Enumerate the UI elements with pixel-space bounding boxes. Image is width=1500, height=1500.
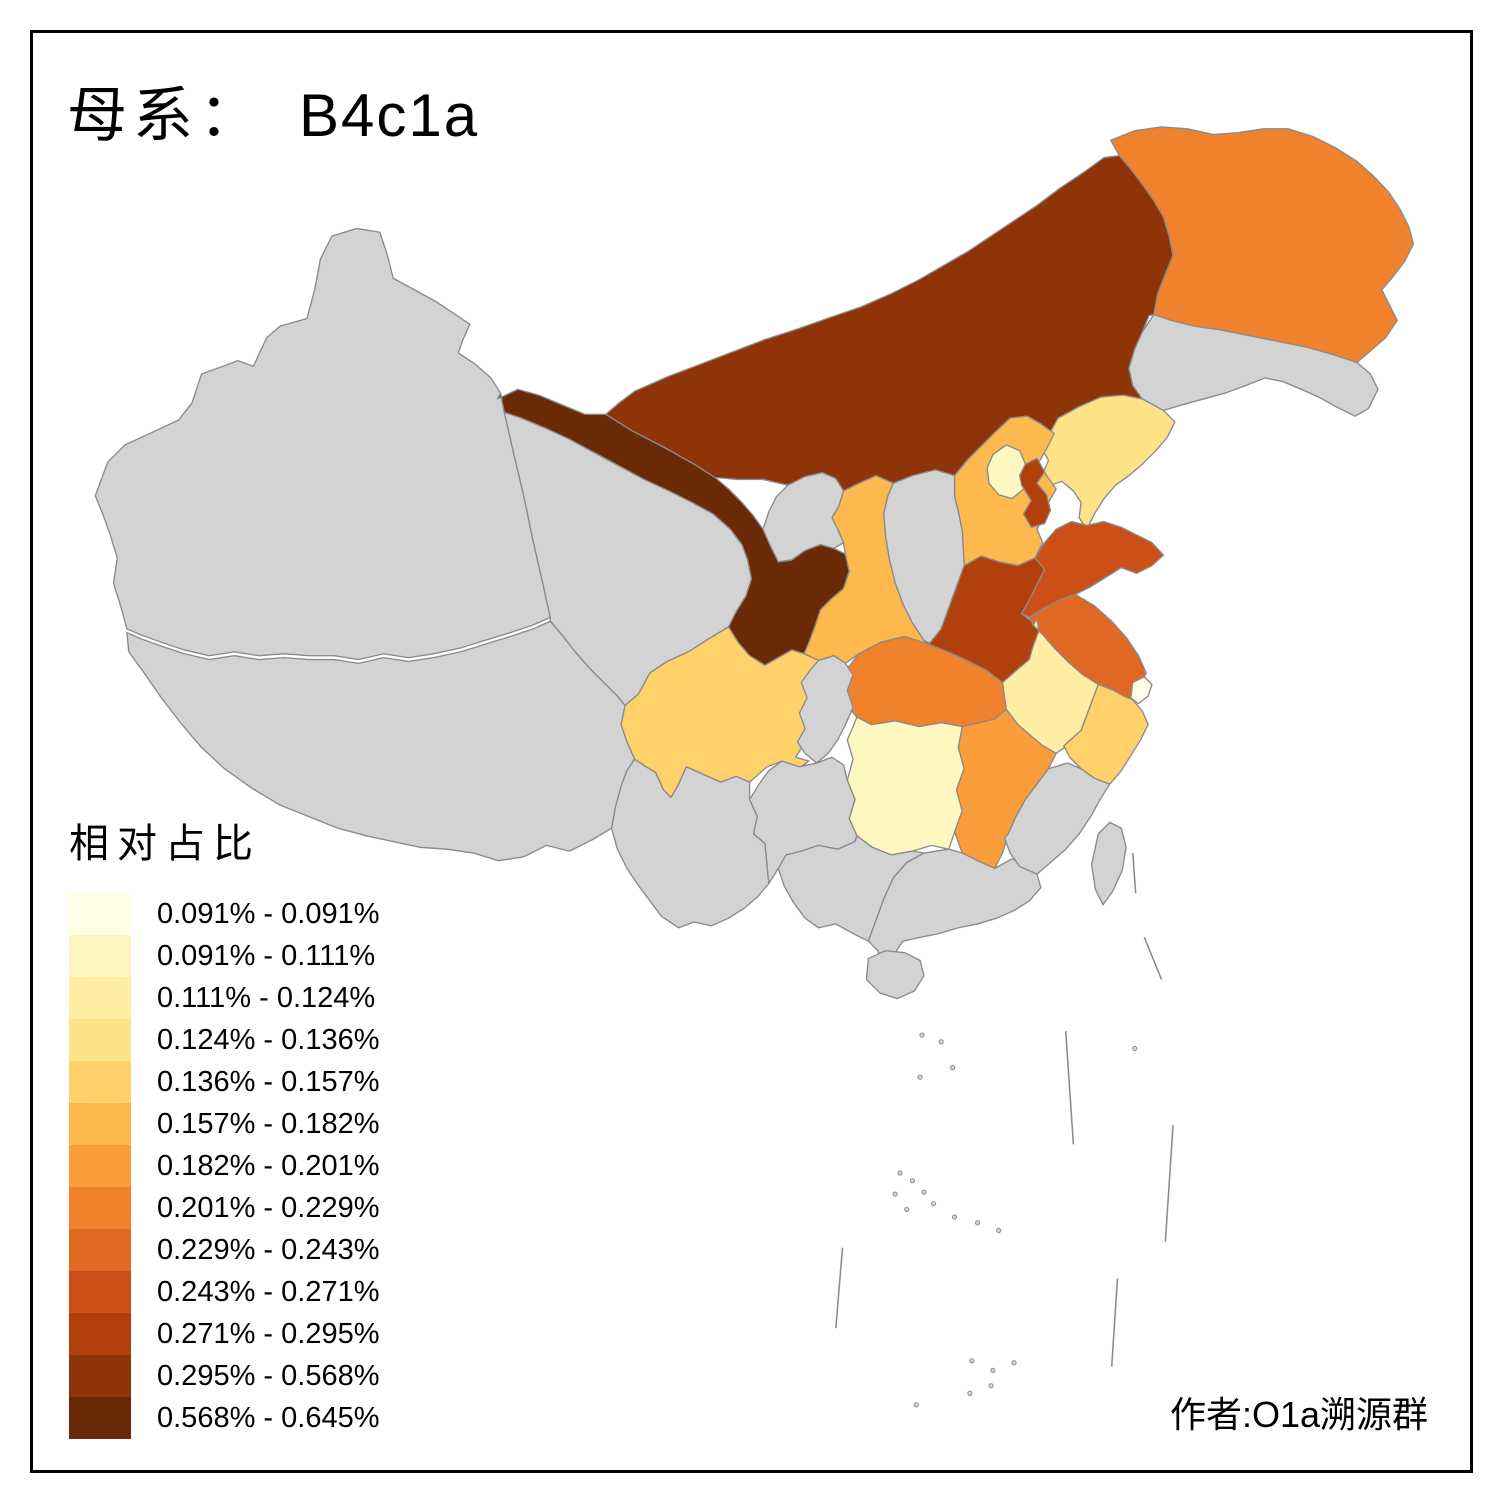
province-tianjin (1019, 457, 1052, 528)
legend-swatch-6 (69, 1145, 131, 1187)
south-china-sea-islet (909, 1178, 916, 1184)
province-zhejiang (1063, 683, 1149, 785)
south-china-sea-islet (1132, 852, 1137, 894)
south-china-sea-islet (913, 1402, 919, 1408)
south-china-sea-islet (1110, 1278, 1119, 1367)
south-china-sea-islet (1164, 1125, 1174, 1243)
legend-row: 0.111% - 0.124% (69, 977, 379, 1019)
south-china-sea-islet (892, 1191, 898, 1197)
title-label: 母系： (67, 82, 265, 149)
legend-swatch-0 (69, 893, 131, 935)
legend-row: 0.243% - 0.271% (69, 1271, 379, 1313)
legend-row: 0.271% - 0.295% (69, 1313, 379, 1355)
legend-row: 0.091% - 0.111% (69, 935, 379, 977)
legend-swatch-8 (69, 1229, 131, 1271)
legend-row: 0.091% - 0.091% (69, 893, 379, 935)
province-taiwan (1090, 821, 1127, 906)
legend-row: 0.295% - 0.568% (69, 1355, 379, 1397)
province-shanghai (1130, 676, 1153, 705)
south-china-sea-islet (969, 1358, 975, 1364)
legend-label: 0.182% - 0.201% (157, 1149, 380, 1182)
legend-label: 0.229% - 0.243% (157, 1233, 380, 1266)
province-jilin (1128, 313, 1379, 417)
legend-label: 0.091% - 0.091% (157, 897, 380, 930)
south-china-sea-islet (938, 1039, 944, 1045)
legend-label: 0.243% - 0.271% (157, 1275, 380, 1308)
legend-swatch-5 (69, 1103, 131, 1145)
title-value: B4c1a (299, 82, 480, 149)
province-yunnan (610, 758, 770, 929)
legend-row: 0.568% - 0.645% (69, 1397, 379, 1439)
legend-row: 0.182% - 0.201% (69, 1145, 379, 1187)
legend-row: 0.229% - 0.243% (69, 1229, 379, 1271)
south-china-sea-islet (919, 1032, 925, 1038)
legend-swatch-12 (69, 1397, 131, 1439)
plot-title: 母系： B4c1a (67, 67, 479, 154)
south-china-sea-islet (1064, 1031, 1075, 1145)
province-hunan (846, 716, 965, 856)
province-shandong (1020, 520, 1165, 619)
south-china-sea-islet (835, 1247, 844, 1329)
legend-swatch-7 (69, 1187, 131, 1229)
legend-label: 0.568% - 0.645% (157, 1401, 380, 1434)
china-choropleth-map (94, 126, 1415, 1408)
province-fujian (1003, 762, 1111, 875)
province-chongqing (796, 655, 854, 764)
south-china-sea-islet (921, 1189, 927, 1195)
south-china-sea-islet (952, 1214, 958, 1220)
legend-row: 0.157% - 0.182% (69, 1103, 379, 1145)
plot-frame: 母系： B4c1a 相对占比 0.091% - 0.091% 0.091% - 0.… (30, 30, 1473, 1473)
south-china-sea-islet (990, 1367, 996, 1373)
legend-label: 0.091% - 0.111% (157, 939, 376, 972)
south-china-sea-islet (930, 1201, 937, 1207)
legend-label: 0.295% - 0.568% (157, 1359, 380, 1392)
legend-row: 0.136% - 0.157% (69, 1061, 379, 1103)
south-china-sea-islet (917, 1074, 923, 1080)
province-xinjiang (94, 227, 551, 661)
attribution-text: 作者:O1a溯源群 (1169, 1394, 1428, 1435)
south-china-sea-islet (1011, 1360, 1017, 1366)
legend-swatch-11 (69, 1355, 131, 1397)
legend-label: 0.157% - 0.182% (157, 1107, 380, 1140)
legend-row: 0.124% - 0.136% (69, 1019, 379, 1061)
legend: 相对占比 0.091% - 0.091% 0.091% - 0.111% 0.111… (69, 811, 379, 1439)
legend-label: 0.124% - 0.136% (157, 1023, 380, 1056)
south-china-sea-islet (1132, 1045, 1138, 1052)
legend-swatch-2 (69, 977, 131, 1019)
province-hainan (865, 950, 925, 1000)
legend-swatch-1 (69, 935, 131, 977)
legend-row: 0.201% - 0.229% (69, 1187, 379, 1229)
legend-label: 0.136% - 0.157% (157, 1065, 380, 1098)
south-china-sea-islet (904, 1206, 910, 1213)
south-china-sea-islet (975, 1220, 981, 1226)
south-china-sea-islet (996, 1227, 1002, 1234)
legend-swatch-4 (69, 1061, 131, 1103)
legend-label: 0.201% - 0.229% (157, 1191, 380, 1224)
province-anhui (1001, 618, 1099, 755)
south-china-sea-islet (950, 1065, 956, 1071)
south-china-sea-islet (967, 1390, 973, 1396)
legend-swatch-9 (69, 1271, 131, 1313)
legend-rows: 0.091% - 0.091% 0.091% - 0.111% 0.111% - 0… (69, 893, 379, 1439)
legend-label: 0.271% - 0.295% (157, 1317, 380, 1350)
province-heilongjiang (1110, 126, 1415, 364)
south-china-sea-islet (988, 1383, 994, 1389)
legend-label: 0.111% - 0.124% (157, 981, 376, 1014)
legend-swatch-10 (69, 1313, 131, 1355)
legend-title: 相对占比 (69, 822, 261, 866)
south-china-sea-islet (897, 1170, 903, 1176)
south-china-sea-islet (1143, 937, 1163, 980)
legend-swatch-3 (69, 1019, 131, 1061)
province-ningxia (762, 472, 845, 563)
